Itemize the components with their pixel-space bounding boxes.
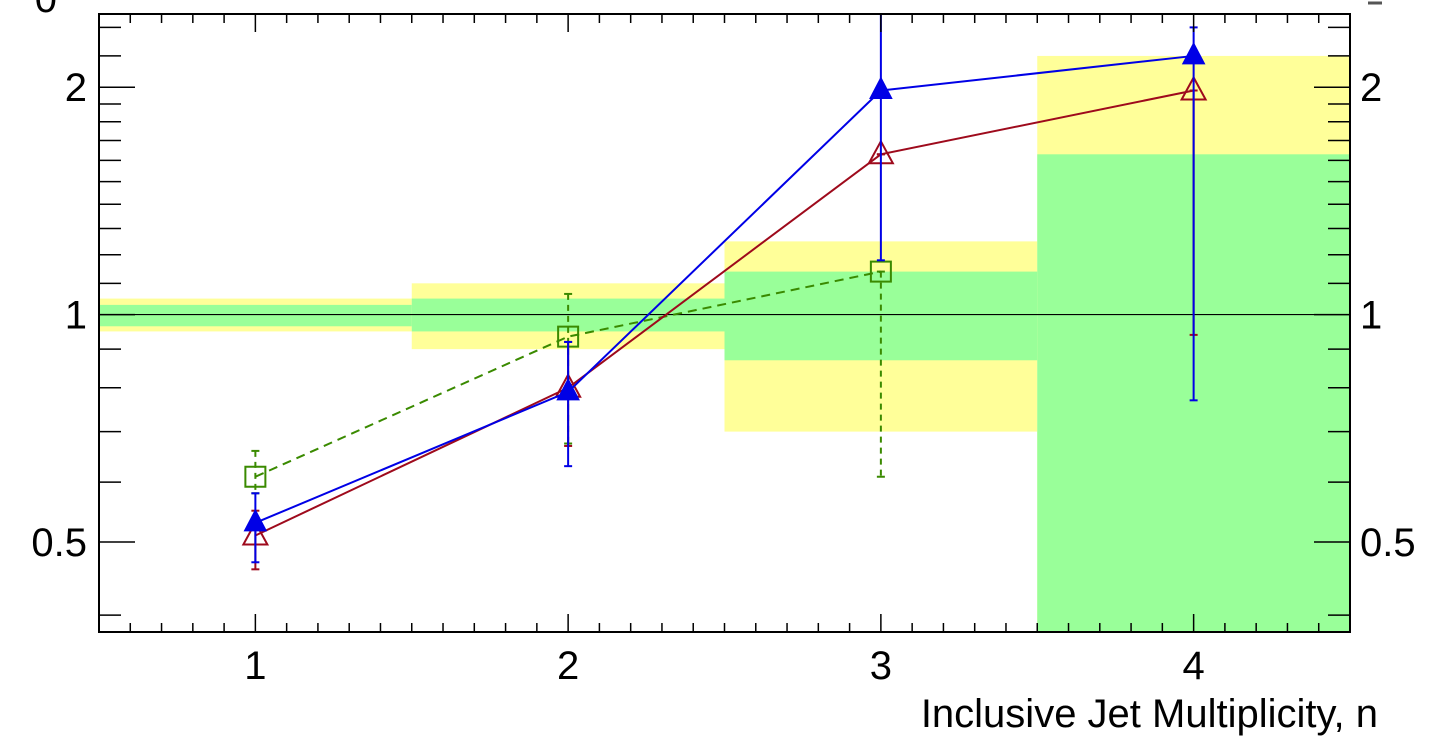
axes-group: 1 2 3 4 0.5 0.5 1 1 2 2 0 <box>31 0 1415 688</box>
y-tick-label-clipped: 0 <box>35 0 57 21</box>
series-group <box>241 13 1208 571</box>
data-point-square <box>244 465 267 488</box>
series-line <box>254 89 1194 537</box>
series-line <box>254 54 1194 524</box>
x-tick-label: 1 <box>244 644 266 688</box>
x-tick-label: 2 <box>557 644 579 688</box>
series-filled-triangle <box>243 13 1206 564</box>
y-tick-label: 0.5 <box>31 521 87 565</box>
y-tick-label-right: 0.5 <box>1360 521 1416 565</box>
y-tick-label: 2 <box>65 66 87 110</box>
data-point-square <box>869 260 892 283</box>
band-inner-bin-1 <box>99 304 412 327</box>
series-line <box>254 270 882 478</box>
y-tick-label-right: 1 <box>1360 294 1382 338</box>
data-point-filled-triangle <box>556 377 580 401</box>
data-point-filled-triangle <box>243 508 268 532</box>
data-point-filled-triangle <box>869 76 893 99</box>
data-point-filled-triangle <box>1181 41 1206 65</box>
uncertainty-bands <box>99 55 1350 633</box>
y-tick-label-right: 2 <box>1360 66 1382 110</box>
x-tick-label: 4 <box>1183 644 1205 688</box>
x-axis-title: Inclusive Jet Multiplicity, n <box>921 692 1378 736</box>
x-tick-label: 3 <box>870 644 892 688</box>
y-tick-label: 1 <box>65 294 87 338</box>
